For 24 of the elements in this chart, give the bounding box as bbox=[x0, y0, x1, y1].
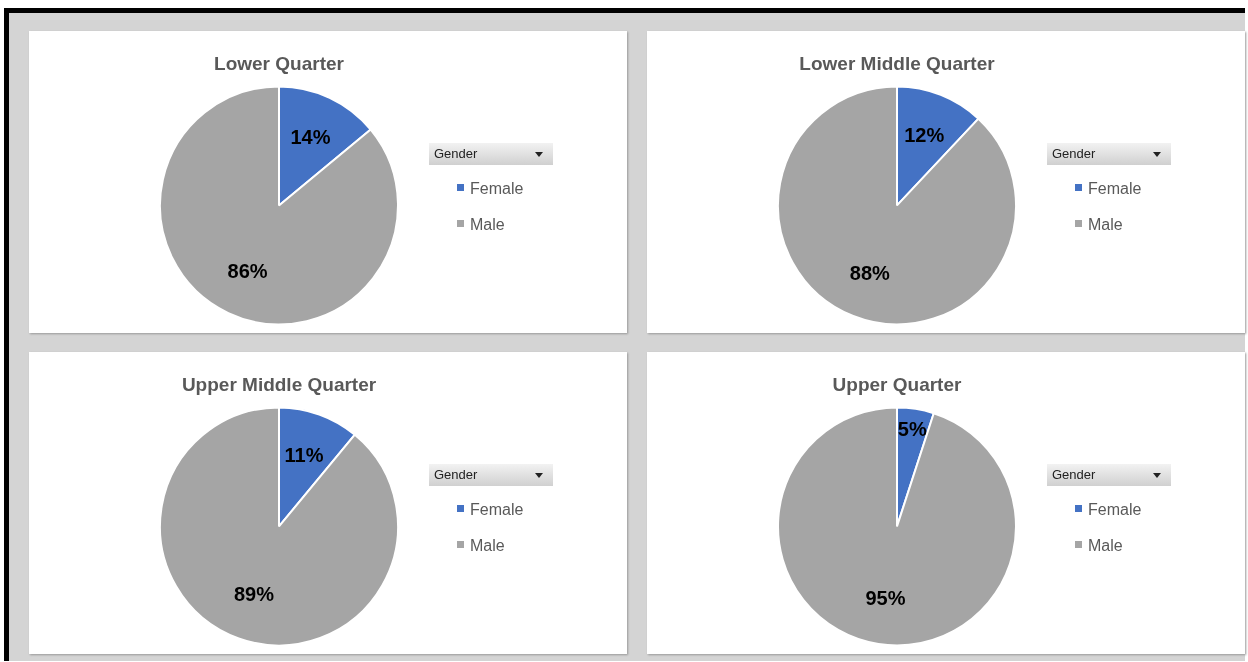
legend-title: Gender bbox=[1052, 146, 1096, 161]
data-label: 14% bbox=[290, 126, 331, 149]
data-label: 11% bbox=[284, 444, 324, 467]
legend-label: Male bbox=[470, 537, 505, 554]
data-label: 12% bbox=[904, 124, 945, 147]
legend-title: Gender bbox=[434, 146, 478, 161]
legend-label: Male bbox=[1088, 537, 1123, 554]
legend-label: Female bbox=[470, 180, 524, 197]
legend-label: Male bbox=[1088, 216, 1123, 233]
legend-label: Male bbox=[470, 216, 505, 233]
data-label: 89% bbox=[233, 583, 275, 606]
data-label: 95% bbox=[865, 586, 906, 609]
data-label: 86% bbox=[227, 259, 268, 282]
data-label: 5% bbox=[897, 417, 927, 440]
legend-title: Gender bbox=[434, 467, 478, 482]
chart-title: Upper Middle Quarter bbox=[181, 373, 377, 395]
chart-title: Lower Middle Quarter bbox=[799, 52, 996, 74]
legend-label: Female bbox=[1088, 501, 1142, 518]
data-label: 88% bbox=[849, 261, 891, 284]
legend-label: Female bbox=[470, 501, 524, 518]
legend-label: Female bbox=[1088, 180, 1142, 197]
legend-title: Gender bbox=[1052, 467, 1096, 482]
chart-title: Lower Quarter bbox=[214, 52, 345, 74]
chart-title: Upper Quarter bbox=[832, 373, 963, 395]
